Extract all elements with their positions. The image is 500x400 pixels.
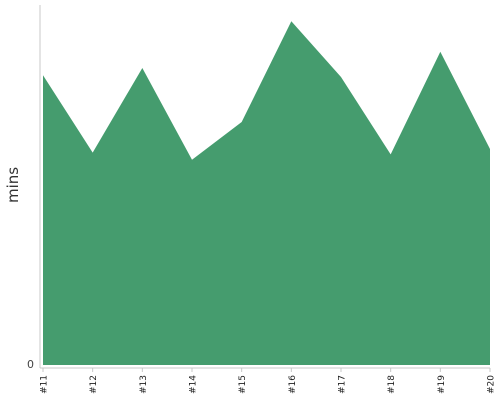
area-layer bbox=[43, 21, 490, 365]
x-tick-label: #18 bbox=[387, 375, 397, 394]
x-tick-label: #15 bbox=[238, 375, 248, 394]
y-axis-title: mins bbox=[4, 167, 22, 203]
x-tick-label: #19 bbox=[437, 375, 447, 394]
x-tick-label: #20 bbox=[487, 375, 497, 394]
x-tick-label: #14 bbox=[189, 375, 199, 394]
x-axis-ticks: #11 #12 #13 #14 #15 #16 #17 #18 #19 #20 bbox=[40, 368, 497, 394]
x-tick-label: #12 bbox=[89, 375, 99, 394]
area-series bbox=[43, 21, 490, 365]
x-tick-label: #17 bbox=[338, 375, 348, 394]
y-tick-label: 0 bbox=[27, 358, 34, 371]
y-axis-ticks: 0 bbox=[27, 358, 34, 371]
axis-layer bbox=[39, 5, 490, 369]
x-tick-label: #13 bbox=[139, 375, 149, 394]
x-tick-label: #16 bbox=[288, 375, 298, 394]
x-tick-label: #11 bbox=[40, 375, 50, 394]
